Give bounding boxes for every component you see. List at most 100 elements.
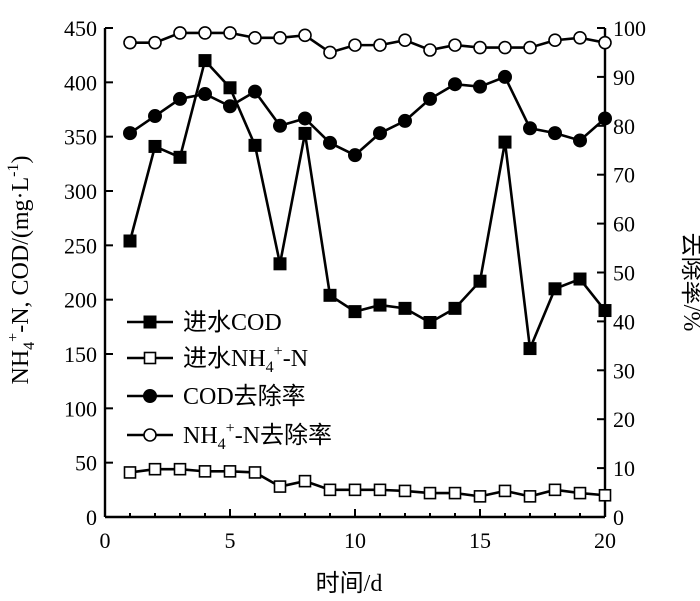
y-right-tick-label: 100 xyxy=(613,16,646,41)
y-right-tick-label: 50 xyxy=(613,261,635,286)
data-point xyxy=(498,135,512,149)
data-point xyxy=(348,148,362,163)
data-point xyxy=(223,99,237,114)
x-tick-label: 15 xyxy=(469,528,491,553)
y-right-tick-label: 80 xyxy=(613,114,635,139)
ticks: 0 5 10 15 2005010015020025030035040045001020… xyxy=(64,16,646,553)
data-point xyxy=(523,342,537,356)
data-point xyxy=(123,126,137,141)
legend-item: 进水COD xyxy=(127,309,282,336)
data-point xyxy=(273,30,287,45)
data-point xyxy=(348,483,362,497)
data-point xyxy=(498,484,512,498)
legend-item: 进水NH4+-N xyxy=(127,343,308,376)
data-point xyxy=(498,40,512,55)
data-point xyxy=(573,272,587,286)
data-point xyxy=(323,135,337,150)
data-point xyxy=(373,126,387,141)
data-point xyxy=(373,298,387,312)
data-point xyxy=(423,43,437,57)
y-axis-left-title: NH4+-N, COD/(mg·L-1) xyxy=(5,155,38,384)
data-point xyxy=(548,483,562,497)
legend-marker xyxy=(143,351,157,365)
legend-label: 进水NH4+-N xyxy=(183,343,308,376)
legend-marker xyxy=(143,315,157,329)
data-point xyxy=(248,138,262,152)
data-point xyxy=(423,315,437,329)
data-point xyxy=(273,257,287,271)
data-point xyxy=(348,38,362,52)
data-point xyxy=(198,465,212,478)
y-axis-right-title: 去除率/% xyxy=(678,233,700,332)
series-layer xyxy=(123,26,612,503)
data-point xyxy=(198,26,212,40)
data-point xyxy=(548,126,562,141)
y-right-tick-label: 0 xyxy=(613,505,624,530)
data-point xyxy=(248,30,262,45)
legend-item: NH4+-N去除率 xyxy=(127,420,332,453)
data-point xyxy=(473,79,487,94)
data-point xyxy=(323,288,337,302)
data-point xyxy=(473,274,487,288)
y-left-tick-label: 50 xyxy=(75,451,97,476)
data-point xyxy=(573,133,587,148)
data-point xyxy=(248,466,262,479)
data-point xyxy=(498,69,512,84)
y-left-tick-label: 250 xyxy=(64,233,97,258)
x-tick-label: 10 xyxy=(344,528,366,553)
y-right-tick-label: 40 xyxy=(613,309,635,334)
y-right-tick-label: 60 xyxy=(613,212,635,237)
data-point xyxy=(448,301,462,315)
y-left-tick-label: 350 xyxy=(64,125,97,150)
data-point xyxy=(223,81,237,95)
legend-item: COD去除率 xyxy=(127,383,306,410)
y-left-tick-label: 450 xyxy=(64,16,97,41)
x-tick-label: 5 xyxy=(225,528,236,553)
y-right-tick-label: 70 xyxy=(613,163,635,188)
data-point xyxy=(298,28,312,43)
data-point xyxy=(523,490,537,503)
data-point xyxy=(473,490,487,503)
data-point xyxy=(148,139,162,153)
legend-label: COD去除率 xyxy=(183,383,306,410)
data-point xyxy=(573,486,587,500)
data-point xyxy=(373,483,387,497)
x-tick-label: 20 xyxy=(594,528,616,553)
data-point xyxy=(198,54,212,68)
data-point xyxy=(173,91,187,106)
legend-label: 进水COD xyxy=(183,309,282,336)
data-point xyxy=(448,77,462,92)
y-right-tick-label: 30 xyxy=(613,358,635,383)
data-point xyxy=(123,35,137,50)
data-point xyxy=(173,462,187,476)
data-point xyxy=(548,282,562,296)
data-point xyxy=(148,109,162,124)
series-3 xyxy=(123,69,612,163)
data-point xyxy=(398,301,412,315)
data-point xyxy=(598,111,612,126)
data-point xyxy=(473,40,487,55)
data-point xyxy=(398,113,412,128)
x-tick-label: 0 xyxy=(100,528,111,553)
y-left-tick-label: 200 xyxy=(64,288,97,313)
data-point xyxy=(448,486,462,500)
data-point xyxy=(523,121,537,136)
y-left-tick-label: 0 xyxy=(86,505,97,530)
series-1 xyxy=(123,54,612,356)
data-point xyxy=(248,84,262,99)
data-point xyxy=(598,35,612,50)
data-point xyxy=(323,45,337,60)
x-axis-title: 时间/d xyxy=(316,570,383,597)
legend-label: NH4+-N去除率 xyxy=(183,420,332,453)
data-point xyxy=(273,480,287,493)
legend: 进水COD 进水NH4+-N COD去除率 NH4+-N去除率 xyxy=(127,309,332,453)
series-2 xyxy=(123,462,612,503)
data-point xyxy=(598,304,612,318)
data-point xyxy=(223,465,237,478)
data-point xyxy=(398,484,412,498)
data-point xyxy=(298,474,312,488)
y-left-tick-label: 300 xyxy=(64,179,97,204)
data-point xyxy=(298,111,312,126)
data-point xyxy=(273,118,287,133)
